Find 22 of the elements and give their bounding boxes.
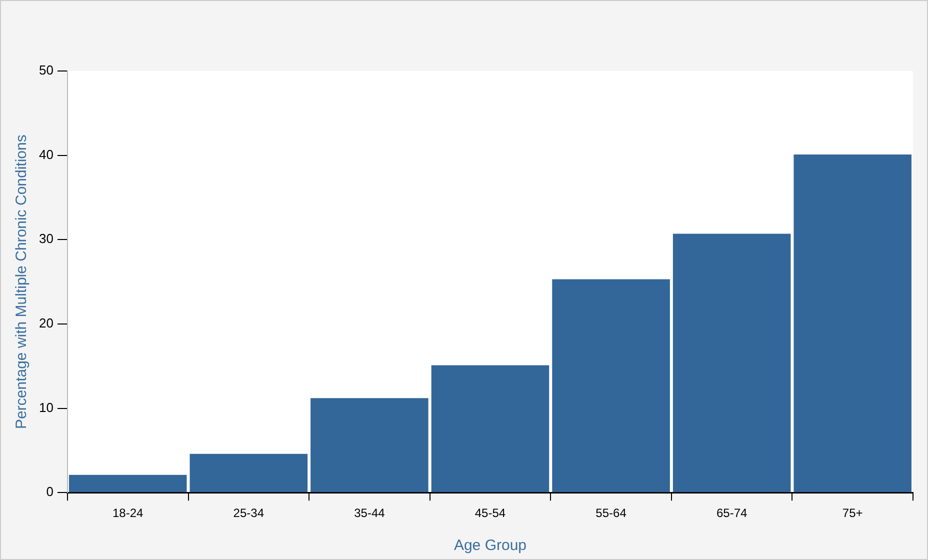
x-axis-title: Age Group bbox=[454, 537, 527, 554]
y-tick-label: 50 bbox=[38, 62, 54, 78]
x-tick-label: 18-24 bbox=[112, 506, 144, 520]
x-tick-label: 65-74 bbox=[716, 506, 748, 520]
bar bbox=[672, 234, 791, 492]
y-tick-label: 10 bbox=[38, 400, 54, 415]
x-tick-label: 55-64 bbox=[596, 506, 627, 520]
y-tick-label: 30 bbox=[38, 231, 54, 246]
bar bbox=[68, 474, 187, 492]
bar bbox=[310, 398, 428, 492]
y-tick-label: 40 bbox=[38, 146, 54, 162]
x-tick-label: 45-54 bbox=[474, 506, 506, 520]
x-tick-label: 75+ bbox=[842, 506, 863, 520]
bar bbox=[794, 154, 912, 492]
x-tick-label: 25-34 bbox=[233, 506, 264, 520]
x-tick-label: 35-44 bbox=[354, 506, 386, 520]
bar bbox=[190, 454, 308, 492]
y-axis-title: Percentage with Multiple Chronic Conditions bbox=[13, 134, 30, 429]
y-tick-label: 20 bbox=[38, 316, 54, 331]
y-tick-label: 0 bbox=[46, 484, 54, 500]
bar bbox=[552, 279, 670, 492]
bar bbox=[431, 365, 550, 492]
